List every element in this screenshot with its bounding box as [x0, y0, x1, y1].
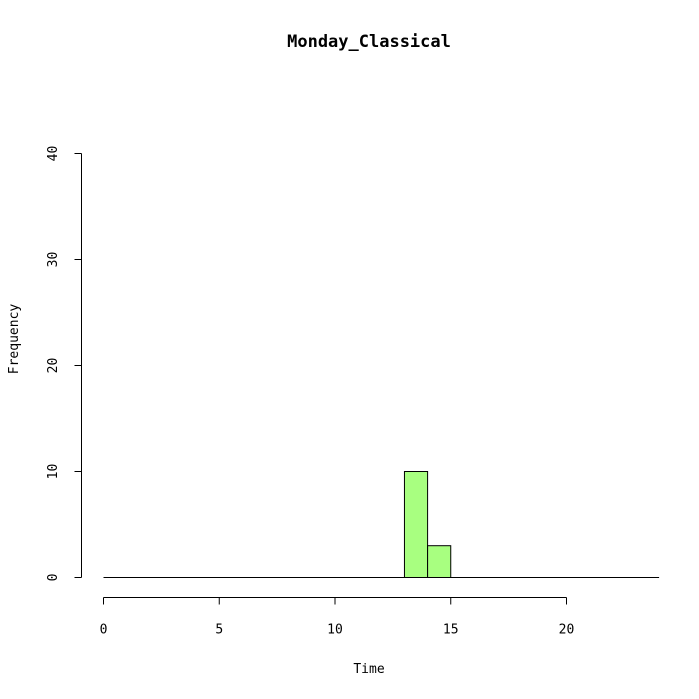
x-axis-label: Time: [353, 662, 384, 677]
histogram-bar-0: [403, 471, 429, 578]
y-axis: 0 10 20 30 40: [46, 146, 82, 582]
bars: [403, 471, 452, 579]
y-axis-label: Frequency: [7, 304, 22, 375]
histogram-bar-1: [427, 545, 452, 579]
y-tick-label: 10: [46, 464, 61, 480]
y-tick-label: 40: [46, 146, 61, 162]
y-tick-label: 20: [46, 358, 61, 374]
x-tick-label: 10: [327, 623, 343, 638]
y-tick-label: 0: [46, 574, 61, 582]
x-tick-label: 15: [443, 623, 459, 638]
x-tick-label: 5: [215, 623, 223, 638]
y-tick-label: 30: [46, 252, 61, 268]
x-tick-label: 20: [559, 623, 575, 638]
chart-title: Monday_Classical: [287, 32, 451, 52]
x-tick-label: 0: [100, 623, 108, 638]
x-axis: 0 5 10 15 20: [100, 597, 575, 638]
